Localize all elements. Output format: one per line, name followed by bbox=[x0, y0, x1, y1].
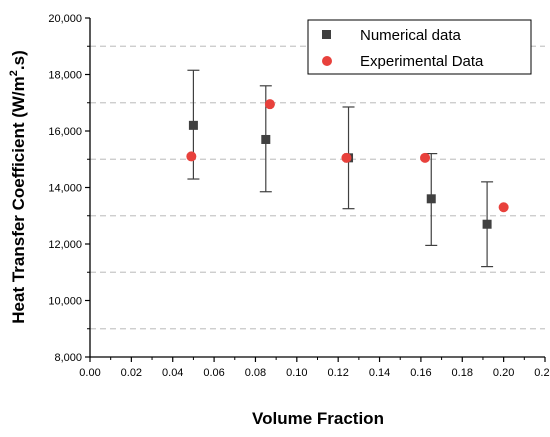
x-tick-label: 0.00 bbox=[79, 367, 100, 379]
legend-circle-marker bbox=[322, 56, 332, 66]
x-tick-label: 0.14 bbox=[369, 367, 390, 379]
x-tick-label: 0.04 bbox=[162, 367, 183, 379]
x-tick-label: 0.20 bbox=[493, 367, 514, 379]
y-axis-title: Heat Transfer Coefficient (W/m2.s) bbox=[8, 50, 28, 323]
experimental-point bbox=[341, 152, 352, 163]
x-tick-label: 0.08 bbox=[245, 367, 266, 379]
y-axis-title-tail: .s) bbox=[9, 50, 28, 70]
x-tick-label: 0.12 bbox=[327, 367, 348, 379]
x-tick-label: 0.22 bbox=[534, 367, 550, 379]
x-tick-label: 0.02 bbox=[121, 367, 142, 379]
y-tick-label: 20,000 bbox=[48, 13, 82, 25]
y-axis-title-superscript: 2 bbox=[8, 70, 20, 76]
numerical-point bbox=[188, 120, 198, 130]
x-tick-label: 0.10 bbox=[286, 367, 307, 379]
legend-label-experimental: Experimental Data bbox=[360, 53, 484, 70]
legend-square-marker bbox=[322, 30, 331, 39]
y-tick-label: 14,000 bbox=[48, 183, 82, 195]
legend: Numerical data Experimental Data bbox=[307, 19, 532, 75]
experimental-point bbox=[498, 202, 509, 213]
x-axis-title: Volume Fraction bbox=[252, 409, 384, 428]
experimental-point bbox=[186, 151, 197, 162]
x-tick-label: 0.16 bbox=[410, 367, 431, 379]
y-tick-label: 10,000 bbox=[48, 296, 82, 308]
x-tick-label: 0.18 bbox=[452, 367, 473, 379]
y-tick-label: 8,000 bbox=[54, 352, 82, 364]
experimental-point bbox=[264, 99, 275, 110]
numerical-point bbox=[426, 194, 436, 204]
numerical-point bbox=[261, 134, 271, 144]
y-tick-label: 18,000 bbox=[48, 70, 82, 82]
numerical-point bbox=[482, 219, 492, 229]
legend-label-numerical: Numerical data bbox=[360, 27, 462, 44]
y-tick-label: 12,000 bbox=[48, 239, 82, 251]
legend-box bbox=[307, 19, 532, 75]
y-axis-title-main: Heat Transfer Coefficient (W/m bbox=[9, 76, 28, 324]
axes bbox=[85, 17, 546, 362]
x-tick-label: 0.06 bbox=[203, 367, 224, 379]
y-tick-label: 16,000 bbox=[48, 126, 82, 138]
tick-labels: 8,000 10,000 12,000 14,000 16,000 18,000 20,00… bbox=[48, 13, 550, 379]
data-series bbox=[186, 69, 509, 268]
experimental-point bbox=[420, 152, 431, 163]
grid-lines bbox=[90, 45, 545, 330]
